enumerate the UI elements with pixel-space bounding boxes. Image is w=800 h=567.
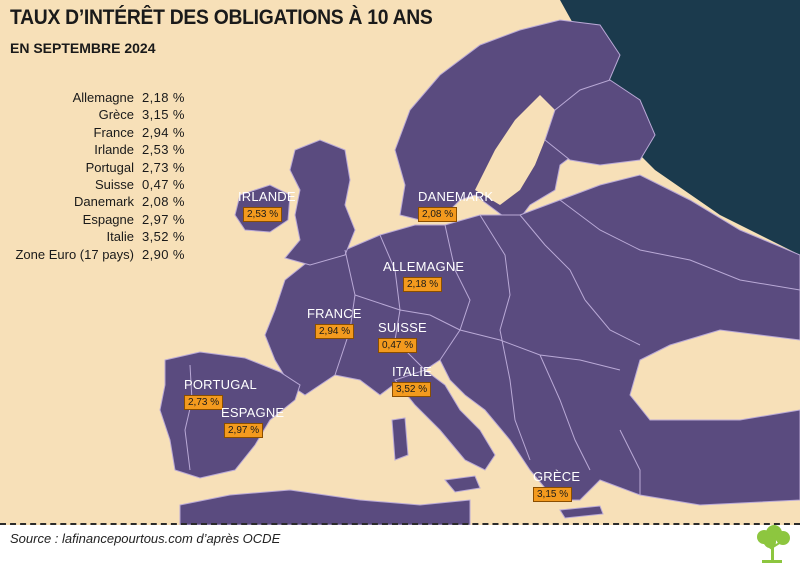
sardinia-land bbox=[391, 417, 409, 461]
rate-country: Allemagne bbox=[72, 90, 134, 105]
great-britain-land bbox=[284, 139, 356, 266]
rate-value: 3,15 % bbox=[142, 107, 185, 123]
portugal-border bbox=[184, 364, 193, 471]
rate-row: Allemagne 2,18 % bbox=[4, 89, 185, 106]
rate-value: 3,52 % bbox=[142, 229, 185, 245]
arctic-sea bbox=[560, 0, 800, 255]
rate-row: Italie 3,52 % bbox=[4, 228, 185, 245]
rate-row: Portugal 2,73 % bbox=[4, 159, 185, 176]
rate-row: Suisse 0,47 % bbox=[4, 176, 185, 193]
marker-italie-name: ITALIE bbox=[392, 364, 432, 379]
map-subtitle: EN SEPTEMBRE 2024 bbox=[10, 40, 156, 56]
rate-value: 0,47 % bbox=[142, 176, 185, 192]
marker-irlande-name: IRLANDE bbox=[238, 189, 296, 204]
marker-france-value: 2,94 % bbox=[315, 324, 355, 339]
rate-value: 2,94 % bbox=[142, 124, 185, 140]
map-title: TAUX D’INTÉRÊT DES OBLIGATIONS À 10 ANS bbox=[10, 6, 433, 29]
rate-country: France bbox=[93, 124, 134, 140]
finland-land bbox=[544, 79, 656, 166]
rate-row: Irlande 2,53 % bbox=[4, 141, 185, 158]
marker-suisse-value: 0,47 % bbox=[378, 338, 418, 353]
source-text: Source : lafinancepourtous.com d’après O… bbox=[10, 531, 281, 546]
rate-country: Portugal bbox=[85, 159, 134, 175]
rate-value: 2,97 % bbox=[142, 211, 185, 227]
marker-grece-name: GRÈCE bbox=[533, 469, 581, 484]
turkey-border bbox=[619, 429, 641, 495]
marker-allemagne-name: ALLEMAGNE bbox=[383, 259, 465, 274]
mainland-europe bbox=[264, 174, 800, 506]
crete-land bbox=[559, 505, 604, 519]
north-africa-land bbox=[179, 489, 471, 526]
rate-country: Suisse bbox=[94, 176, 134, 192]
rate-country: Grèce bbox=[98, 107, 134, 123]
marker-suisse-name: SUISSE bbox=[378, 320, 427, 335]
marker-portugal-value: 2,73 % bbox=[184, 395, 224, 410]
rate-country: Danemark bbox=[74, 194, 134, 210]
rate-row: Danemark 2,08 % bbox=[4, 193, 185, 210]
rates-list: Allemagne 2,18 % Grèce 3,15 % France 2,94 %… bbox=[4, 89, 185, 263]
sicily-land bbox=[444, 475, 481, 493]
tree-logo-icon bbox=[757, 525, 790, 563]
rate-row: Grèce 3,15 % bbox=[4, 106, 185, 123]
rate-country: Zone Euro (17 pays) bbox=[15, 246, 134, 262]
rate-value: 2,08 % bbox=[142, 194, 185, 210]
marker-espagne-value: 2,97 % bbox=[224, 423, 264, 438]
rate-value: 2,53 % bbox=[142, 142, 185, 158]
marker-allemagne-value: 2,18 % bbox=[403, 277, 443, 292]
baltic-sea bbox=[475, 95, 555, 205]
marker-portugal-name: PORTUGAL bbox=[184, 377, 257, 392]
rate-country: Irlande bbox=[94, 142, 134, 158]
marker-italie-value: 3,52 % bbox=[392, 382, 432, 397]
black-sea bbox=[640, 330, 800, 405]
footer-divider bbox=[0, 523, 800, 525]
marker-irlande-value: 2,53 % bbox=[243, 207, 283, 222]
rate-value: 2,18 % bbox=[142, 90, 185, 105]
iberia-land bbox=[159, 351, 301, 479]
rate-row: Espagne 2,97 % bbox=[4, 211, 185, 228]
marker-france-name: FRANCE bbox=[307, 306, 362, 321]
rate-country: Espagne bbox=[82, 211, 134, 227]
marker-espagne-name: ESPAGNE bbox=[221, 405, 285, 420]
rate-country: Italie bbox=[106, 229, 134, 245]
rate-value: 2,90 % bbox=[142, 246, 185, 262]
footer: Source : lafinancepourtous.com d’après O… bbox=[0, 525, 800, 567]
rate-value: 2,73 % bbox=[142, 159, 185, 175]
rate-row-eurozone: Zone Euro (17 pays) 2,90 % bbox=[4, 246, 185, 263]
marker-danemark-name: DANEMARK bbox=[418, 189, 494, 204]
marker-grece-value: 3,15 % bbox=[533, 487, 573, 502]
rate-row: France 2,94 % bbox=[4, 124, 185, 141]
marker-danemark-value: 2,08 % bbox=[418, 207, 458, 222]
